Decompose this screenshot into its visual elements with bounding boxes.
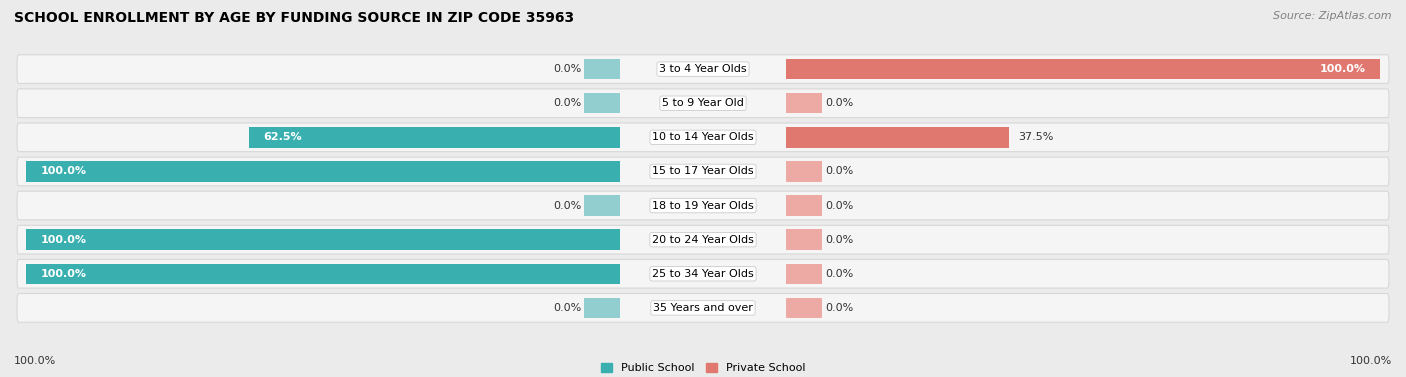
- Text: 10 to 14 Year Olds: 10 to 14 Year Olds: [652, 132, 754, 143]
- Bar: [249, 127, 620, 147]
- Bar: [585, 93, 620, 113]
- Bar: [585, 298, 620, 318]
- Bar: [786, 298, 821, 318]
- FancyBboxPatch shape: [17, 191, 1389, 220]
- Bar: [585, 195, 620, 216]
- Legend: Public School, Private School: Public School, Private School: [596, 359, 810, 377]
- Text: 3 to 4 Year Olds: 3 to 4 Year Olds: [659, 64, 747, 74]
- Text: 15 to 17 Year Olds: 15 to 17 Year Olds: [652, 166, 754, 176]
- Bar: [786, 127, 1010, 147]
- Text: 0.0%: 0.0%: [825, 98, 853, 108]
- FancyBboxPatch shape: [17, 55, 1389, 83]
- Text: 100.0%: 100.0%: [1319, 64, 1365, 74]
- Text: Source: ZipAtlas.com: Source: ZipAtlas.com: [1274, 11, 1392, 21]
- Text: 37.5%: 37.5%: [1018, 132, 1053, 143]
- Text: 0.0%: 0.0%: [825, 269, 853, 279]
- FancyBboxPatch shape: [17, 225, 1389, 254]
- Text: 0.0%: 0.0%: [825, 303, 853, 313]
- Bar: [585, 161, 620, 182]
- Bar: [25, 161, 620, 182]
- Text: 0.0%: 0.0%: [825, 201, 853, 211]
- FancyBboxPatch shape: [17, 294, 1389, 322]
- Text: 100.0%: 100.0%: [1350, 356, 1392, 366]
- Bar: [25, 230, 620, 250]
- Bar: [585, 127, 620, 147]
- FancyBboxPatch shape: [17, 123, 1389, 152]
- Bar: [786, 264, 821, 284]
- Text: 5 to 9 Year Old: 5 to 9 Year Old: [662, 98, 744, 108]
- Text: 62.5%: 62.5%: [263, 132, 302, 143]
- Text: 100.0%: 100.0%: [14, 356, 56, 366]
- Text: 100.0%: 100.0%: [41, 166, 87, 176]
- Bar: [786, 230, 821, 250]
- Text: 0.0%: 0.0%: [553, 98, 581, 108]
- Text: 0.0%: 0.0%: [825, 234, 853, 245]
- Text: 35 Years and over: 35 Years and over: [652, 303, 754, 313]
- Text: 0.0%: 0.0%: [553, 64, 581, 74]
- Text: 100.0%: 100.0%: [41, 269, 87, 279]
- Text: 20 to 24 Year Olds: 20 to 24 Year Olds: [652, 234, 754, 245]
- Bar: [585, 59, 620, 79]
- Text: 0.0%: 0.0%: [825, 166, 853, 176]
- Bar: [786, 161, 821, 182]
- Text: 0.0%: 0.0%: [553, 303, 581, 313]
- Text: 0.0%: 0.0%: [553, 201, 581, 211]
- FancyBboxPatch shape: [17, 89, 1389, 118]
- Bar: [786, 59, 1381, 79]
- Bar: [585, 264, 620, 284]
- Text: SCHOOL ENROLLMENT BY AGE BY FUNDING SOURCE IN ZIP CODE 35963: SCHOOL ENROLLMENT BY AGE BY FUNDING SOUR…: [14, 11, 574, 25]
- Bar: [25, 264, 620, 284]
- Bar: [786, 93, 821, 113]
- FancyBboxPatch shape: [17, 157, 1389, 186]
- FancyBboxPatch shape: [17, 259, 1389, 288]
- Text: 100.0%: 100.0%: [41, 234, 87, 245]
- Text: 18 to 19 Year Olds: 18 to 19 Year Olds: [652, 201, 754, 211]
- Bar: [786, 195, 821, 216]
- Text: 25 to 34 Year Olds: 25 to 34 Year Olds: [652, 269, 754, 279]
- Bar: [585, 230, 620, 250]
